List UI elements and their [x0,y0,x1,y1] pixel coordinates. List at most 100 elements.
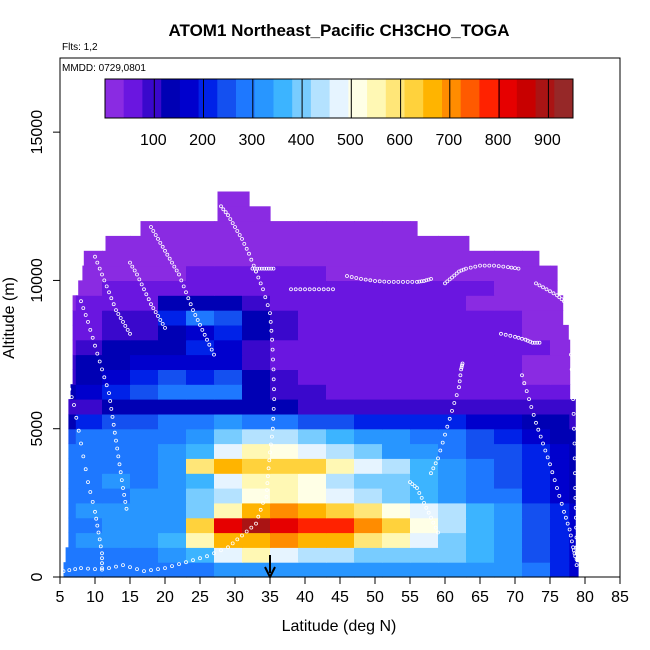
heatmap-cell [522,517,551,534]
heatmap-cell [242,384,271,400]
flight-track-point [86,319,90,324]
heatmap-cell [494,354,523,370]
heatmap-cell [410,502,439,519]
flight-track-point [555,293,559,298]
heatmap-cell [270,369,299,385]
flight-track-point [104,284,109,289]
flight-track-point [424,505,429,510]
flight-track-point [447,277,452,282]
heatmap-cell [354,265,383,281]
heatmap-cell [102,458,131,474]
heatmap-cell [214,502,243,519]
flight-track-point [167,256,172,261]
flight-track-point [230,221,235,226]
heatmap-cell [466,250,495,267]
flight-track-point [97,537,102,542]
flight-track-point [100,272,104,277]
heatmap-cell [214,488,243,504]
heatmap-cell [569,399,576,415]
flight-track-point [198,322,202,327]
heatmap-cell [102,399,131,415]
heatmap-cell [326,310,355,326]
heatmap-cell [354,354,383,370]
flight-track-point [256,514,261,519]
flight-track-point [555,486,559,490]
heatmap-cell [130,399,159,415]
flight-track-point [132,268,137,273]
latitude-marker-arrow [264,555,276,580]
heatmap-cell [158,369,187,385]
x-tick-label: 45 [331,589,349,606]
heatmap-cell [494,488,523,504]
heatmap-cell [326,339,355,356]
heatmap-cell [158,488,187,504]
colorbar-swatch [105,79,125,118]
heatmap-cell [438,413,467,430]
flight-track-point [271,367,276,372]
heatmap-cell [298,354,327,370]
heatmap-cell [214,413,243,430]
heatmap-cell [354,280,383,296]
heatmap-cell [130,235,159,252]
flight-track-point [111,422,116,427]
flight-track-point [326,287,331,292]
heatmap-cell [354,384,383,400]
heatmap-cell [158,310,187,326]
heatmap-cell [102,339,131,356]
heatmap-cell [75,339,103,356]
flight-track-point [188,302,193,307]
heatmap-cell [214,369,243,385]
flight-track-point [198,556,202,561]
flight-track-point [266,466,271,471]
flight-track-point [118,470,123,475]
flight-track-point [69,395,74,400]
heatmap-cell [522,428,551,445]
heatmap-cell [382,473,411,489]
heatmap-cell [102,280,131,296]
heatmap-cell [270,354,299,370]
heatmap-cell [466,443,495,459]
flight-track-point [249,257,254,262]
x-tick-label: 60 [436,589,454,606]
heatmap-cell [68,413,77,430]
heatmap-cell [158,399,187,415]
heatmap-cell [326,250,355,267]
heatmap-cell [354,250,383,267]
flight-track-point [186,296,191,301]
flight-track-point [114,438,118,443]
colorbar-swatch [404,79,424,118]
heatmap-cell [410,235,439,252]
heatmap-cell [298,502,327,519]
flight-track-point [478,263,482,268]
flight-track-point [221,207,226,212]
flight-track-point [272,387,276,392]
flight-track-point [422,279,426,283]
heatmap-cell [158,339,187,356]
heatmap-cell [158,235,187,252]
heatmap-cell [494,399,523,415]
heatmap-cell [354,369,383,385]
flight-track-point [534,420,538,425]
flight-track-point [100,551,104,556]
heatmap-cell [214,339,243,356]
heatmap-cell [298,265,327,281]
flight-track-point [244,529,249,534]
heatmap-cell [214,428,243,445]
heatmap-cell [410,399,439,415]
x-tick-label: 30 [226,589,244,606]
flight-track-point [255,266,260,271]
flight-track-point [265,303,270,308]
heatmap-cell [569,428,576,445]
flight-track-point [93,254,97,259]
heatmap-cell [158,324,187,341]
heatmap-cell [438,502,467,519]
heatmap-cell [410,547,439,563]
heatmap-cell [326,324,355,341]
flight-track-markers [61,204,579,573]
heatmap-cell [466,235,470,252]
heatmap-cell [158,280,187,296]
x-tick-label: 80 [576,589,594,606]
flight-track-point [228,217,233,222]
flight-track-point [88,490,93,494]
heatmap-cell [75,532,103,548]
